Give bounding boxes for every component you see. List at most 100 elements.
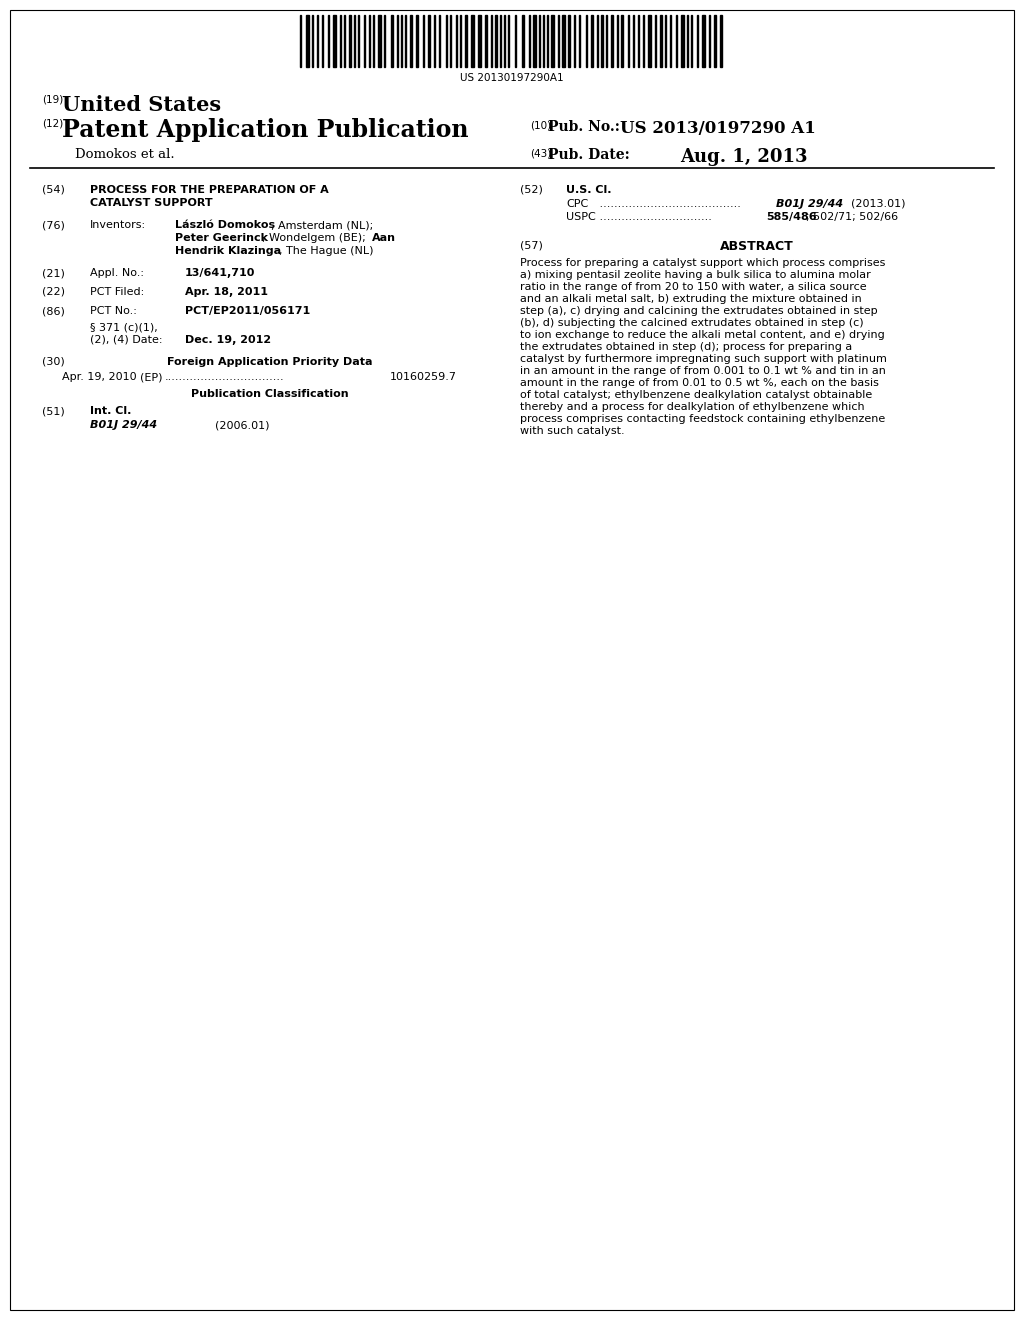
Text: (19): (19) — [42, 95, 63, 106]
Text: (21): (21) — [42, 268, 65, 279]
Bar — [465, 15, 467, 67]
Text: and an alkali metal salt, b) extruding the mixture obtained in: and an alkali metal salt, b) extruding t… — [520, 294, 862, 304]
Bar — [378, 15, 381, 67]
Text: ABSTRACT: ABSTRACT — [720, 240, 794, 253]
Text: (30): (30) — [42, 356, 65, 367]
Text: a) mixing pentasil zeolite having a bulk silica to alumina molar: a) mixing pentasil zeolite having a bulk… — [520, 271, 870, 280]
Text: ratio in the range of from 20 to 150 with water, a silica source: ratio in the range of from 20 to 150 wit… — [520, 282, 866, 292]
Text: thereby and a process for dealkylation of ethylbenzene which: thereby and a process for dealkylation o… — [520, 403, 864, 412]
Text: Aan: Aan — [372, 234, 396, 243]
Text: Apr. 19, 2010: Apr. 19, 2010 — [62, 372, 136, 381]
Text: , Wondelgem (BE);: , Wondelgem (BE); — [262, 234, 370, 243]
Text: (22): (22) — [42, 286, 65, 297]
Text: § 371 (c)(1),: § 371 (c)(1), — [90, 322, 158, 333]
Text: 585/486: 585/486 — [766, 213, 816, 222]
Text: PCT Filed:: PCT Filed: — [90, 286, 144, 297]
Bar — [648, 15, 651, 67]
Text: of total catalyst; ethylbenzene dealkylation catalyst obtainable: of total catalyst; ethylbenzene dealkyla… — [520, 389, 872, 400]
Bar — [720, 15, 722, 67]
Bar — [562, 15, 565, 67]
Text: 13/641,710: 13/641,710 — [185, 268, 255, 279]
Bar — [591, 15, 593, 67]
Bar — [681, 15, 684, 67]
Text: .................................: ................................. — [165, 372, 285, 381]
Text: Apr. 18, 2011: Apr. 18, 2011 — [185, 286, 268, 297]
Bar — [416, 15, 418, 67]
Bar — [495, 15, 497, 67]
Text: in an amount in the range of from 0.001 to 0.1 wt % and tin in an: in an amount in the range of from 0.001 … — [520, 366, 886, 376]
Text: (2013.01): (2013.01) — [851, 199, 905, 209]
Text: (86): (86) — [42, 306, 65, 315]
Text: B01J 29/44: B01J 29/44 — [776, 199, 843, 209]
Text: Publication Classification: Publication Classification — [191, 389, 349, 399]
Text: Inventors:: Inventors: — [90, 220, 146, 230]
Text: , Amsterdam (NL);: , Amsterdam (NL); — [271, 220, 374, 230]
Text: CPC: CPC — [566, 199, 588, 209]
Text: PCT/EP2011/056171: PCT/EP2011/056171 — [185, 306, 310, 315]
Text: U.S. Cl.: U.S. Cl. — [566, 185, 611, 195]
Text: USPC: USPC — [566, 213, 596, 222]
Text: (43): (43) — [530, 148, 551, 158]
Text: CATALYST SUPPORT: CATALYST SUPPORT — [90, 198, 213, 209]
Bar — [611, 15, 613, 67]
Text: amount in the range of from 0.01 to 0.5 wt %, each on the basis: amount in the range of from 0.01 to 0.5 … — [520, 378, 879, 388]
Bar — [568, 15, 570, 67]
Bar — [485, 15, 487, 67]
Bar — [333, 15, 336, 67]
Text: László Domokos: László Domokos — [175, 220, 275, 230]
Bar — [522, 15, 524, 67]
Bar — [306, 15, 309, 67]
Text: (EP): (EP) — [140, 372, 163, 381]
Text: Hendrik Klazinga: Hendrik Klazinga — [175, 246, 282, 256]
Bar — [601, 15, 603, 67]
Text: the extrudates obtained in step (d); process for preparing a: the extrudates obtained in step (d); pro… — [520, 342, 852, 352]
Text: ; 502/71; 502/66: ; 502/71; 502/66 — [806, 213, 898, 222]
Bar — [410, 15, 412, 67]
Text: (10): (10) — [530, 120, 551, 129]
Text: Domokos et al.: Domokos et al. — [75, 148, 175, 161]
Text: (2), (4) Date:: (2), (4) Date: — [90, 335, 163, 345]
Text: US 2013/0197290 A1: US 2013/0197290 A1 — [620, 120, 816, 137]
Text: ...............................: ............................... — [596, 213, 712, 222]
Text: PROCESS FOR THE PREPARATION OF A: PROCESS FOR THE PREPARATION OF A — [90, 185, 329, 195]
Text: Appl. No.:: Appl. No.: — [90, 268, 144, 279]
Text: US 20130197290A1: US 20130197290A1 — [460, 73, 564, 83]
Text: to ion exchange to reduce the alkali metal content, and e) drying: to ion exchange to reduce the alkali met… — [520, 330, 885, 341]
Text: Peter Geerinck: Peter Geerinck — [175, 234, 268, 243]
Text: process comprises contacting feedstock containing ethylbenzene: process comprises contacting feedstock c… — [520, 414, 886, 424]
Text: Foreign Application Priority Data: Foreign Application Priority Data — [167, 356, 373, 367]
Text: (12): (12) — [42, 117, 63, 128]
Bar — [391, 15, 393, 67]
Bar — [478, 15, 481, 67]
Text: Patent Application Publication: Patent Application Publication — [62, 117, 469, 143]
Text: (57): (57) — [520, 240, 543, 249]
Text: step (a), c) drying and calcining the extrudates obtained in step: step (a), c) drying and calcining the ex… — [520, 306, 878, 315]
Text: (52): (52) — [520, 185, 543, 195]
Text: Pub. Date:: Pub. Date: — [548, 148, 630, 162]
Bar — [534, 15, 536, 67]
Text: , The Hague (NL): , The Hague (NL) — [279, 246, 374, 256]
Text: Pub. No.:: Pub. No.: — [548, 120, 620, 135]
Text: (54): (54) — [42, 185, 65, 195]
Text: B01J 29/44: B01J 29/44 — [90, 420, 157, 430]
Bar — [714, 15, 716, 67]
Text: Int. Cl.: Int. Cl. — [90, 407, 131, 416]
Text: (51): (51) — [42, 407, 65, 416]
Bar — [551, 15, 554, 67]
Bar — [471, 15, 474, 67]
Bar — [702, 15, 705, 67]
Text: United States: United States — [62, 95, 221, 115]
Bar — [428, 15, 430, 67]
Bar — [660, 15, 662, 67]
Text: with such catalyst.: with such catalyst. — [520, 426, 625, 436]
Text: Process for preparing a catalyst support which process comprises: Process for preparing a catalyst support… — [520, 257, 886, 268]
Text: catalyst by furthermore impregnating such support with platinum: catalyst by furthermore impregnating suc… — [520, 354, 887, 364]
Text: Aug. 1, 2013: Aug. 1, 2013 — [680, 148, 808, 166]
Text: Dec. 19, 2012: Dec. 19, 2012 — [185, 335, 271, 345]
Text: (76): (76) — [42, 220, 65, 230]
Text: 10160259.7: 10160259.7 — [390, 372, 457, 381]
Text: (b), d) subjecting the calcined extrudates obtained in step (c): (b), d) subjecting the calcined extrudat… — [520, 318, 863, 327]
Text: .......................................: ....................................... — [596, 199, 741, 209]
Bar — [621, 15, 623, 67]
Text: (2006.01): (2006.01) — [215, 420, 269, 430]
